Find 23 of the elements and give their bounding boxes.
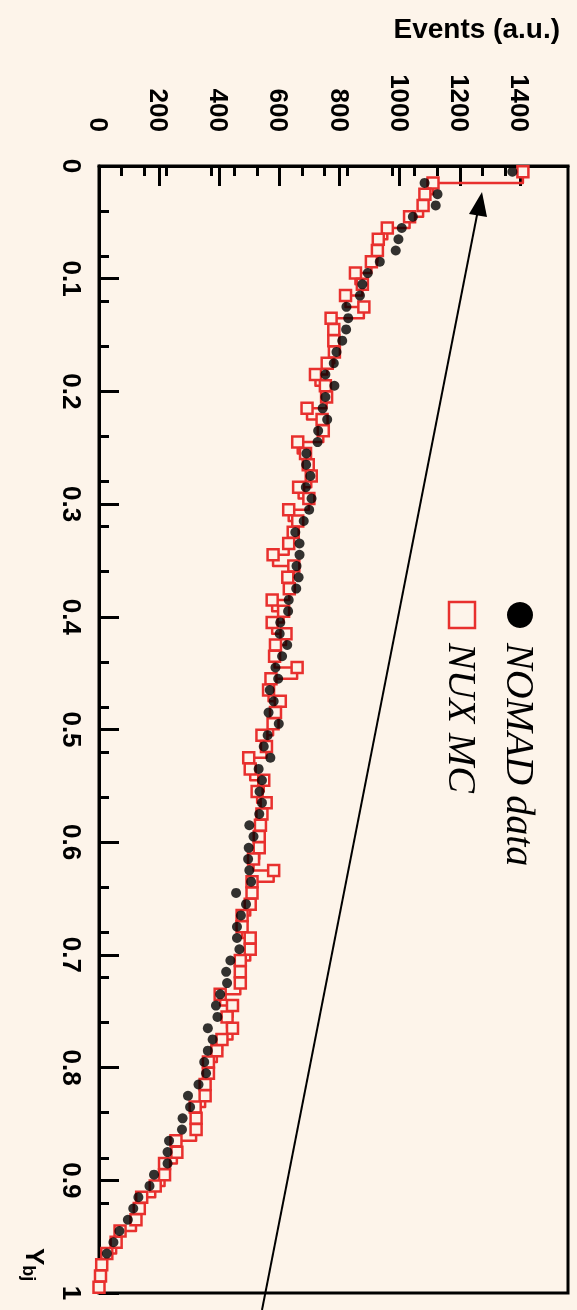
y-tick-label: 0.3 [57,486,87,523]
x-tick-label: 200 [144,88,175,132]
y-tick-label: 0.5 [57,711,87,748]
y-tick-label: 0 [57,158,87,174]
x-tick-label: 800 [324,88,355,132]
y-tick-label: 0.9 [57,1162,87,1199]
x-tick-label: 0 [84,117,114,132]
x-tick-label: 400 [204,88,235,132]
y-tick-label: 0.8 [57,1049,87,1086]
legend-label: NOMAD data [497,642,543,867]
y-axis-title: Ybj [19,1248,50,1282]
x-axis-title: Events (a.u.) [393,12,560,44]
y-tick-label: 0.2 [57,373,87,410]
y-tick-label: 0.6 [57,824,87,861]
y-tick-label: 1 [57,1285,87,1301]
x-tick-label: 1400 [504,74,535,132]
y-tick-label: 0.1 [57,260,87,297]
x-tick-label: 1200 [444,74,475,132]
y-tick-label: 0.7 [57,936,87,973]
y-tick-label: 0.4 [57,598,87,636]
x-tick-label: 1000 [384,74,415,132]
legend-label: NUX MC [439,642,485,795]
x-tick-label: 600 [264,88,295,132]
